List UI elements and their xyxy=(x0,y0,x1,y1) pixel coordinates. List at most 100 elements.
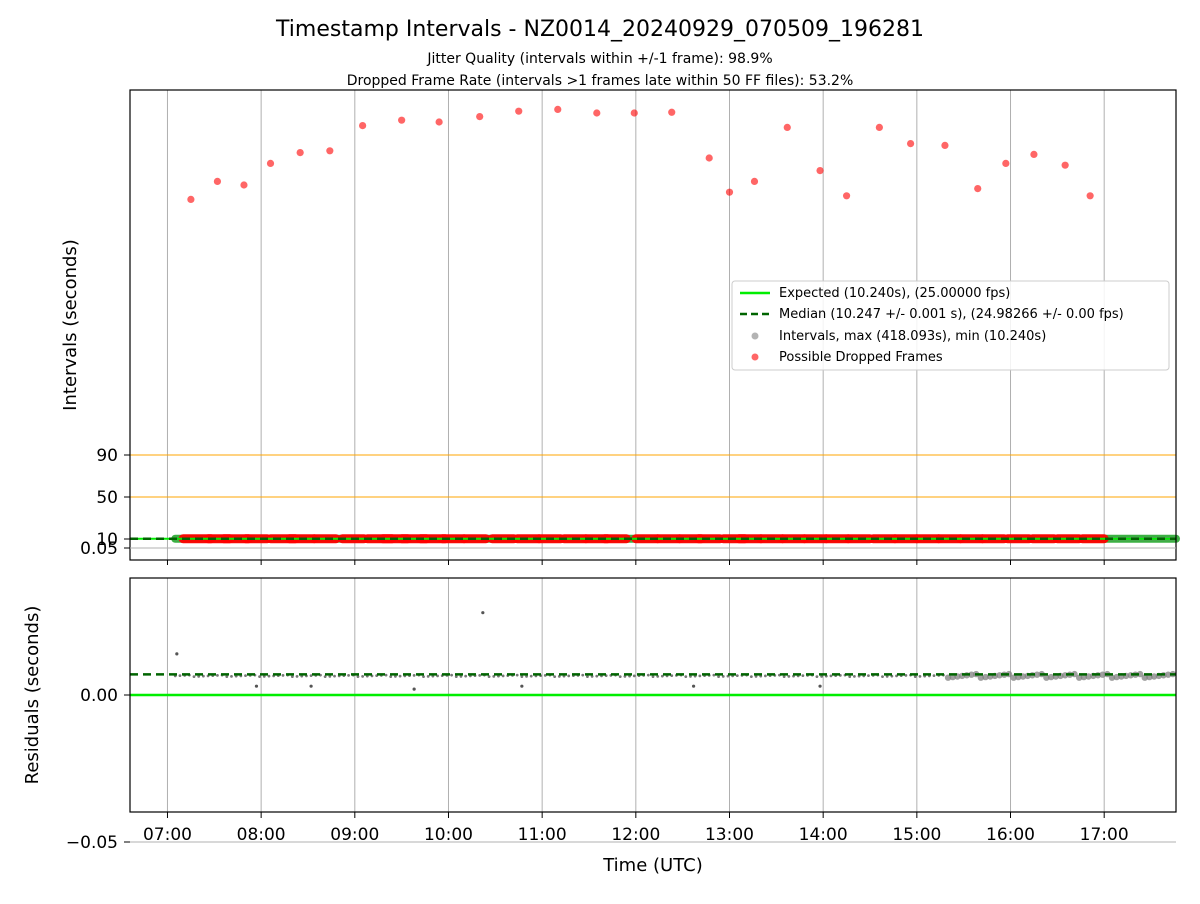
dropped-frame-point xyxy=(266,159,275,167)
residual-point xyxy=(581,673,585,677)
top-ytick-label: 90 xyxy=(96,446,118,466)
residual-outlier xyxy=(254,684,259,688)
residual-point xyxy=(192,675,196,679)
top-ytick-label: 50 xyxy=(96,488,118,508)
xtick-label: 11:00 xyxy=(518,825,567,845)
residual-point xyxy=(178,674,182,678)
residual-outlier xyxy=(175,652,179,656)
residual-point xyxy=(464,674,468,678)
residual-point xyxy=(258,675,261,679)
residual-point xyxy=(1108,674,1116,681)
dropped-frame-point xyxy=(750,177,759,185)
dropped-frame-point xyxy=(359,122,367,130)
bottom-axes-frame xyxy=(129,577,1177,813)
residual-point xyxy=(968,671,975,678)
residual-point xyxy=(389,675,393,679)
dropped-frame-point xyxy=(515,107,523,115)
dropped-frame-point xyxy=(783,123,791,131)
intervals-panel: 10 50 90 xyxy=(96,89,1180,565)
dropped-frame-point xyxy=(1002,159,1010,167)
residual-point xyxy=(670,674,674,678)
residual-point xyxy=(543,674,547,677)
residual-point xyxy=(848,675,852,679)
residual-point xyxy=(712,673,716,677)
xtick-label: 15:00 xyxy=(892,825,941,845)
legend-intervals-label: Intervals, max (418.093s), min (10.240s) xyxy=(779,329,1046,344)
residual-point xyxy=(361,674,365,678)
residual-point xyxy=(684,675,688,679)
dropped-frame-point xyxy=(974,185,982,193)
legend-box xyxy=(731,280,1170,371)
dropped-frame-point xyxy=(398,116,406,124)
dropped-frame-point xyxy=(213,177,222,185)
residual-point xyxy=(1071,670,1078,678)
residual-point xyxy=(398,674,402,678)
legend-median-label: Median (10.247 +/- 0.001 s), (24.98266 +… xyxy=(779,307,1124,322)
chart-subtitle-jitter: Jitter Quality (intervals within +/-1 fr… xyxy=(426,51,772,67)
legend-dropped-swatch xyxy=(751,353,759,361)
residual-point xyxy=(1141,674,1148,681)
residual-point xyxy=(1033,671,1041,678)
residual-outlier xyxy=(520,684,524,688)
residual-point xyxy=(281,674,285,677)
dropped-frame-point xyxy=(1086,192,1094,200)
residual-point xyxy=(567,674,571,678)
dropped-frame-point xyxy=(630,109,638,117)
dropped-frame-point xyxy=(842,192,851,200)
residual-point xyxy=(735,674,739,678)
residual-point xyxy=(412,674,416,677)
dropped-frame-point xyxy=(476,113,484,121)
residual-point xyxy=(290,675,294,679)
dropped-frame-point xyxy=(906,140,915,148)
residual-point xyxy=(749,675,753,679)
residual-point xyxy=(347,674,350,677)
residual-point xyxy=(764,674,767,678)
residuals-panel: −0.05 0.00 0.05 07:00 08:00 09:00 10:00 11:00 12… xyxy=(66,539,1177,853)
residual-point xyxy=(384,673,388,677)
residual-point xyxy=(651,675,655,679)
residual-point xyxy=(454,675,458,679)
residual-point xyxy=(1076,674,1083,681)
residual-point xyxy=(501,674,505,678)
residual-point xyxy=(520,675,524,679)
residual-point xyxy=(333,674,336,678)
residual-point xyxy=(1010,674,1017,681)
residual-outlier xyxy=(309,684,313,688)
residual-point xyxy=(515,673,519,677)
xtick-label: 14:00 xyxy=(799,825,848,845)
dropped-frame-point xyxy=(705,154,713,162)
residual-point xyxy=(618,675,622,679)
residual-point xyxy=(932,674,936,678)
top-axes-frame xyxy=(129,89,1177,561)
chart-subtitle-dropped: Dropped Frame Rate (intervals >1 frames … xyxy=(347,73,854,89)
residual-point xyxy=(815,675,819,679)
xtick-label: 16:00 xyxy=(986,825,1035,845)
bottom-ytick-label: −0.05 xyxy=(66,833,118,853)
residual-point xyxy=(829,674,833,678)
residual-outlier xyxy=(818,684,822,688)
dropped-frame-point xyxy=(725,188,734,196)
top-ylabel: Intervals (seconds) xyxy=(60,239,81,411)
residual-point xyxy=(913,675,917,679)
residual-point xyxy=(918,674,922,678)
xtick-label: 12:00 xyxy=(611,825,660,845)
xlabel: Time (UTC) xyxy=(602,855,703,876)
residual-point xyxy=(1150,673,1158,680)
residual-point xyxy=(295,674,299,678)
residual-point xyxy=(881,675,884,679)
residual-point xyxy=(309,674,313,678)
residual-point xyxy=(1136,670,1144,678)
residual-point xyxy=(982,673,989,681)
dropped-frame-point xyxy=(187,195,195,203)
chart-title: Timestamp Intervals - NZ0014_20240929_07… xyxy=(275,17,924,42)
residual-point xyxy=(867,674,870,678)
residual-point xyxy=(632,674,636,678)
dropped-frame-point xyxy=(593,109,601,117)
dropped-frame-point xyxy=(875,123,883,131)
residual-point xyxy=(1047,673,1055,681)
residual-point xyxy=(944,674,952,681)
residual-point xyxy=(1043,674,1050,681)
residual-point xyxy=(698,674,702,678)
dropped-frame-point xyxy=(326,147,334,155)
